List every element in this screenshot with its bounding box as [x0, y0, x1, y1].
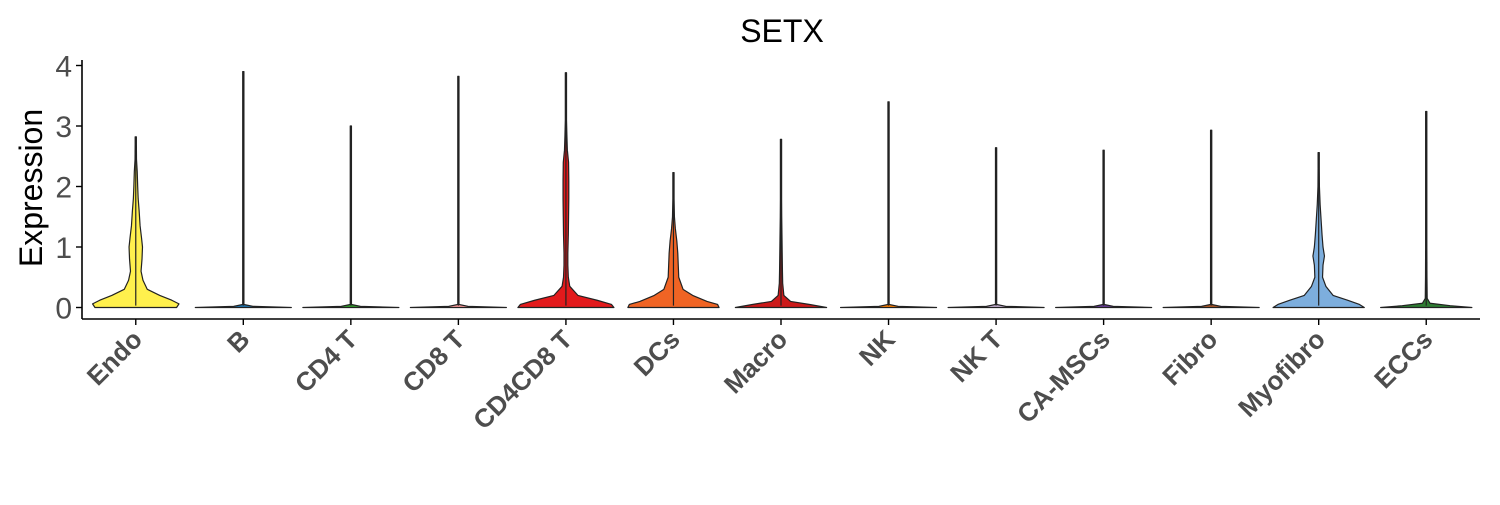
y-tick-label: 3: [55, 111, 72, 144]
x-tick-label: Macro: [718, 324, 793, 399]
y-tick-label: 2: [55, 172, 72, 205]
x-tick-label: B: [221, 324, 255, 358]
x-tick-label: CD4CD8 T: [467, 324, 578, 435]
x-tick-label: CD4 T: [289, 324, 363, 398]
x-tick-label: ECCs: [1368, 324, 1438, 394]
chart-title: SETX: [740, 13, 824, 49]
x-tick-label: NK T: [944, 324, 1008, 388]
x-tick-label: NK: [853, 324, 901, 372]
x-tick-label: Fibro: [1156, 324, 1223, 391]
x-tick-label: Endo: [81, 324, 148, 391]
x-tick-label: CD8 T: [396, 324, 470, 398]
x-tick-label: CA-MSCs: [1011, 324, 1116, 429]
y-axis-label: Expression: [13, 109, 49, 267]
y-tick-label: 0: [55, 293, 72, 326]
plot-area: [91, 70, 1473, 309]
x-tick-label: Myofibro: [1232, 324, 1331, 423]
x-tick-label: DCs: [628, 324, 686, 382]
y-tick-label: 1: [55, 232, 72, 265]
y-tick-label: 4: [55, 51, 72, 84]
